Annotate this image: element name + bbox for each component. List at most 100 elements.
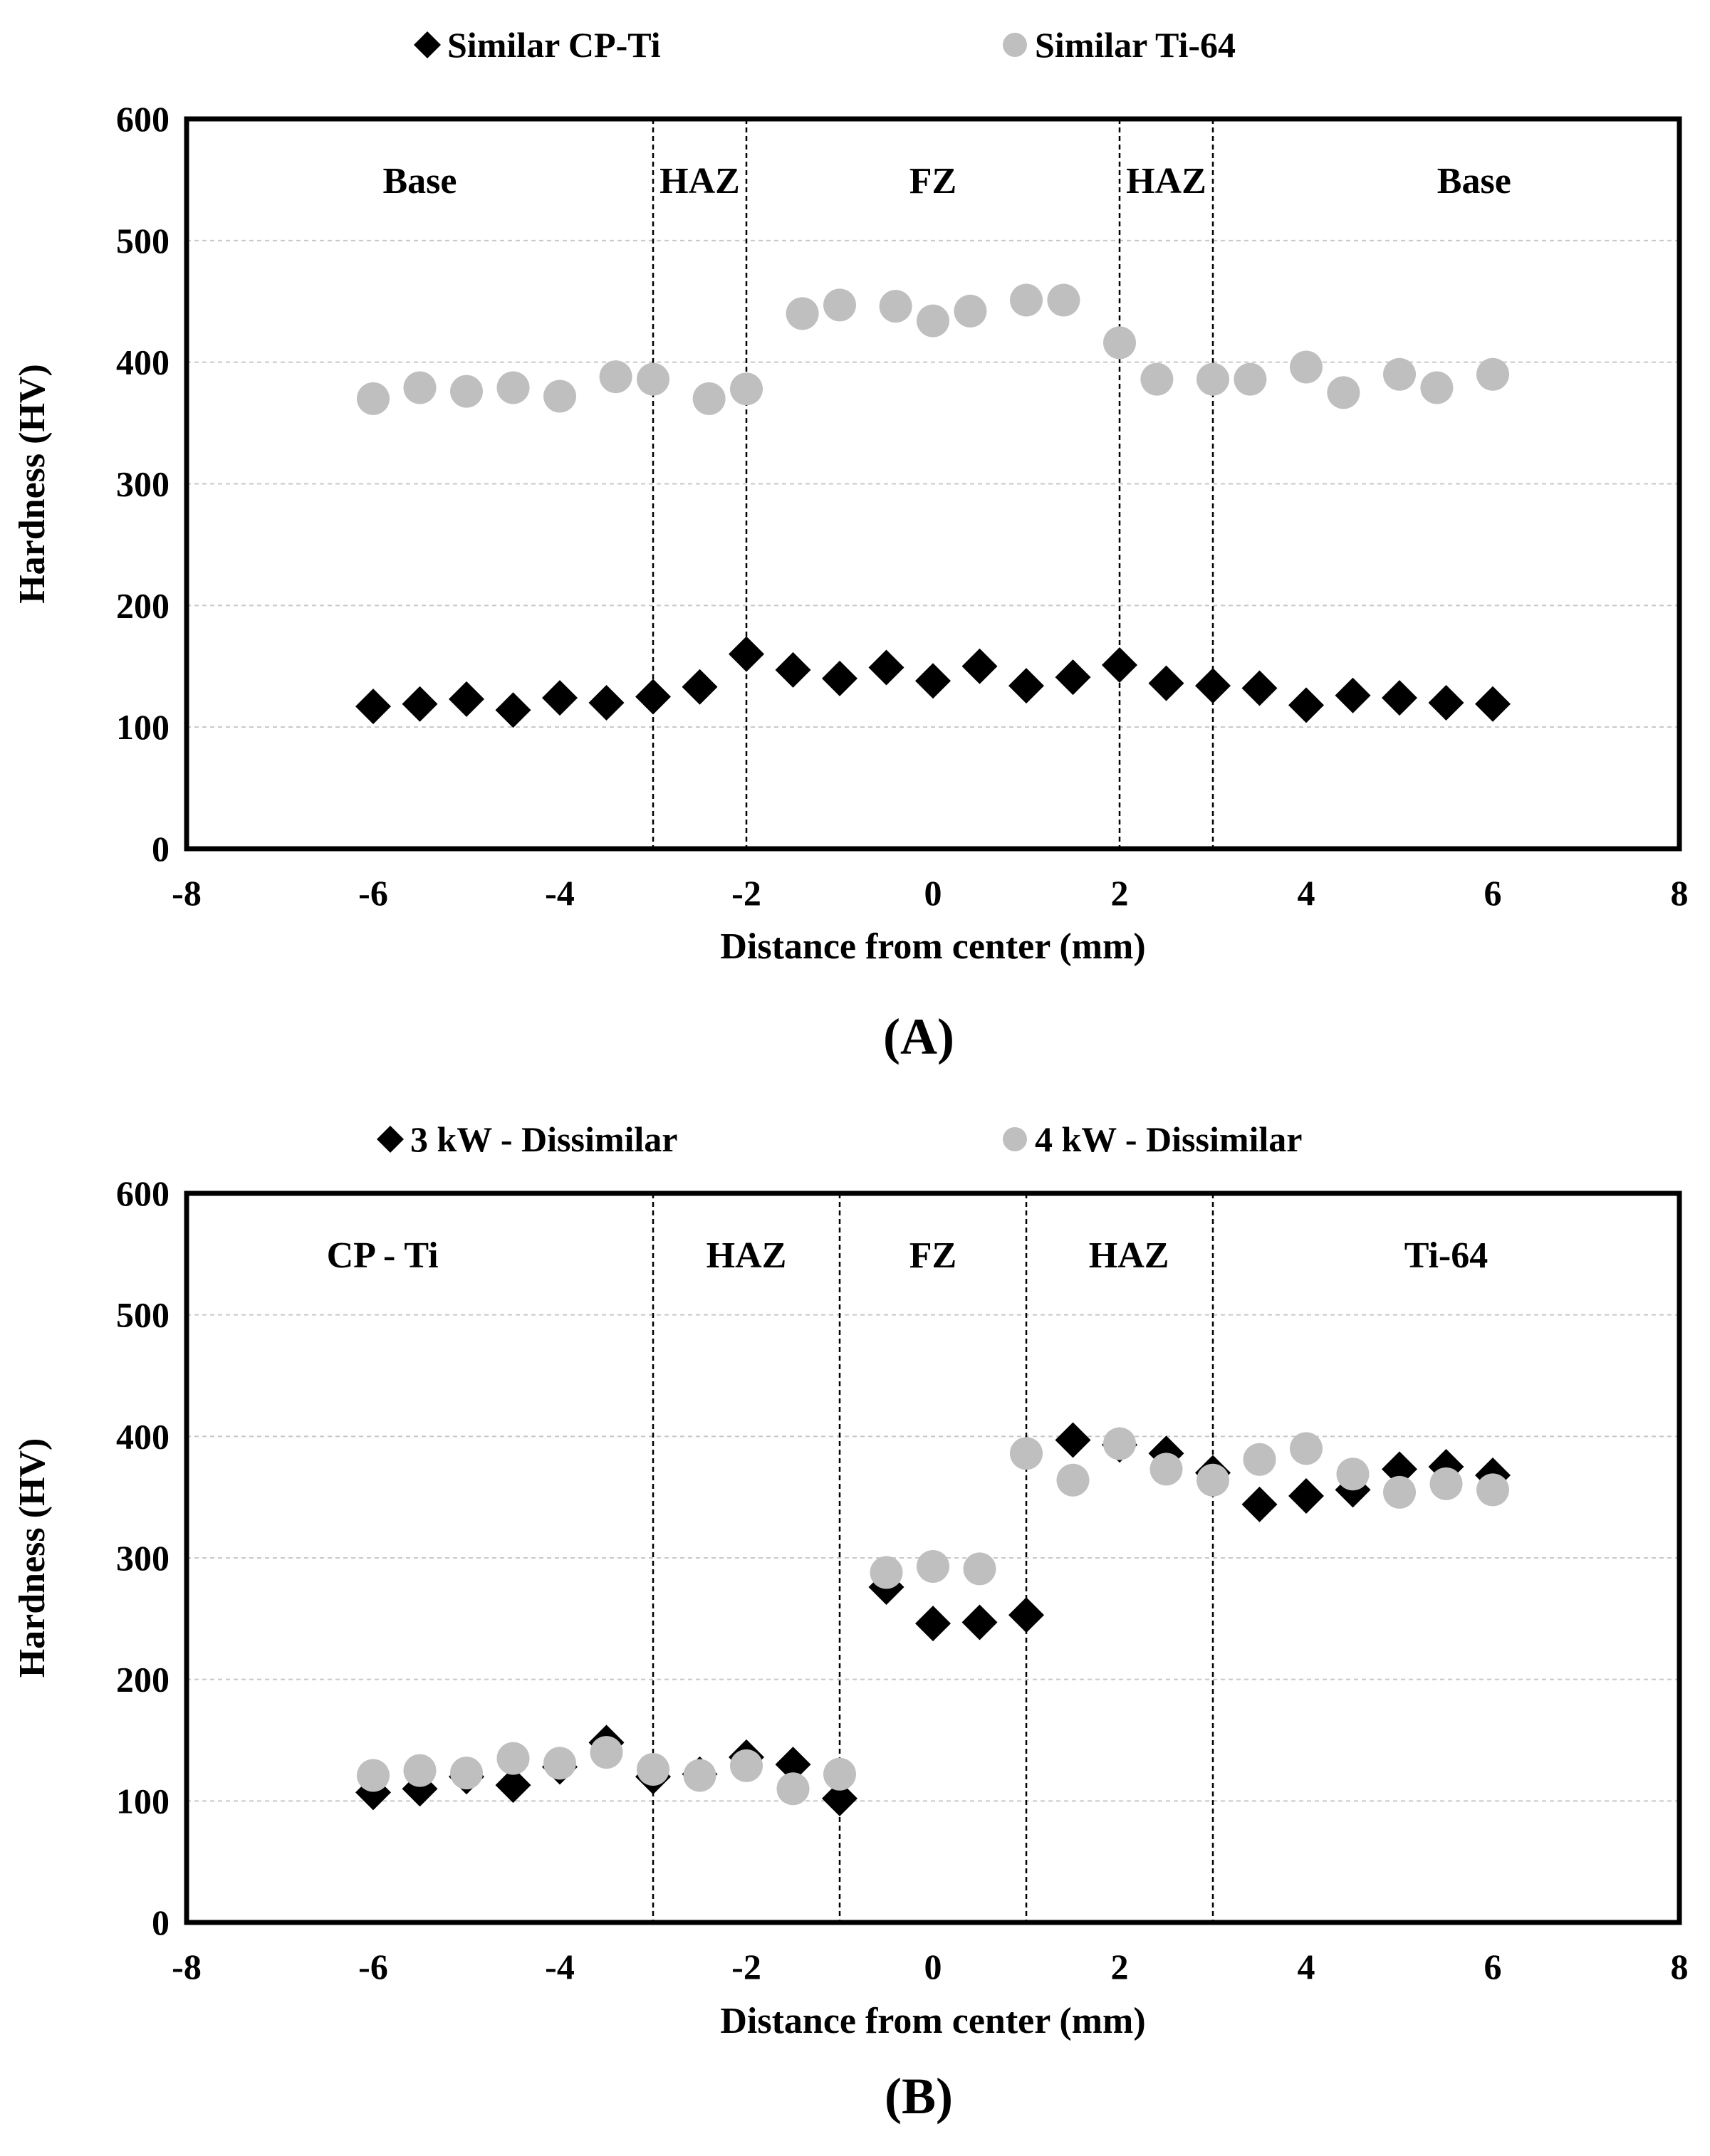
zone-label: HAZ bbox=[1126, 161, 1206, 202]
data-point-circle bbox=[357, 1759, 390, 1792]
x-tick-label: 8 bbox=[1671, 873, 1689, 913]
legend-marker-circle bbox=[1003, 1127, 1027, 1151]
data-point-circle bbox=[1420, 371, 1454, 404]
x-tick-label: -6 bbox=[358, 873, 388, 913]
data-point-diamond bbox=[1008, 1597, 1044, 1633]
x-axis-label: Distance from center (mm) bbox=[720, 2001, 1145, 2041]
data-point-diamond bbox=[588, 685, 625, 721]
data-point-diamond bbox=[402, 686, 438, 722]
y-tick-label: 600 bbox=[116, 1173, 170, 1213]
zone-label: CP - Ti bbox=[327, 1235, 439, 1276]
data-point-diamond bbox=[961, 648, 998, 684]
zone-label: Base bbox=[383, 161, 457, 202]
legend-marker-circle bbox=[1003, 33, 1027, 57]
data-point-circle bbox=[1290, 350, 1323, 384]
data-point-diamond bbox=[495, 1767, 531, 1804]
data-point-diamond bbox=[1382, 680, 1417, 716]
y-tick-label: 600 bbox=[116, 99, 170, 139]
x-tick-label: 2 bbox=[1111, 1947, 1129, 1987]
x-axis-label: Distance from center (mm) bbox=[720, 926, 1145, 967]
x-tick-label: 6 bbox=[1484, 873, 1502, 913]
data-point-circle bbox=[954, 294, 987, 328]
data-point-diamond bbox=[775, 1747, 811, 1783]
data-point-circle bbox=[1103, 326, 1136, 360]
y-tick-label: 300 bbox=[116, 1538, 170, 1578]
x-tick-label: 4 bbox=[1298, 873, 1315, 913]
panel-label: (B) bbox=[885, 2068, 953, 2125]
data-point-diamond bbox=[822, 1780, 857, 1816]
data-point-diamond bbox=[1148, 665, 1184, 701]
data-point-circle bbox=[450, 375, 483, 408]
data-point-circle bbox=[1476, 1473, 1509, 1507]
data-point-circle bbox=[1243, 1443, 1276, 1476]
data-point-diamond bbox=[542, 680, 578, 716]
data-point-diamond bbox=[1288, 687, 1324, 723]
data-point-circle bbox=[1140, 362, 1174, 396]
data-point-circle bbox=[879, 290, 912, 323]
legend-label: 3 kW - Dissimilar bbox=[410, 1119, 678, 1159]
x-tick-label: -8 bbox=[172, 1947, 202, 1987]
data-point-circle bbox=[590, 1736, 623, 1769]
data-point-circle bbox=[1010, 1437, 1043, 1470]
data-point-diamond bbox=[1288, 1477, 1324, 1514]
data-point-diamond bbox=[1102, 647, 1137, 684]
plot-frame bbox=[184, 1190, 1682, 1925]
data-point-diamond bbox=[915, 663, 951, 699]
data-point-circle bbox=[403, 371, 437, 404]
data-point-circle bbox=[730, 1749, 763, 1782]
x-tick-label: -4 bbox=[545, 1947, 575, 1987]
x-tick-label: 0 bbox=[924, 1947, 942, 1987]
data-point-circle bbox=[870, 1556, 903, 1589]
data-point-circle bbox=[1010, 283, 1043, 317]
data-point-circle bbox=[692, 382, 726, 415]
zone-label: FZ bbox=[909, 161, 956, 202]
x-tick-label: 2 bbox=[1111, 873, 1129, 913]
panel-label: (A) bbox=[883, 1008, 954, 1065]
data-point-diamond bbox=[775, 651, 811, 688]
data-point-diamond bbox=[915, 1606, 951, 1642]
y-tick-label: 100 bbox=[116, 1781, 170, 1821]
data-point-diamond bbox=[495, 692, 531, 728]
y-axis-label: Hardness (HV) bbox=[12, 1438, 53, 1678]
zone-label: Ti-64 bbox=[1404, 1235, 1489, 1276]
data-point-circle bbox=[823, 1757, 856, 1791]
data-point-circle bbox=[1429, 1467, 1463, 1500]
data-point-circle bbox=[1290, 1432, 1323, 1465]
y-tick-label: 0 bbox=[152, 1903, 170, 1942]
data-point-circle bbox=[543, 1747, 576, 1780]
plot-frame bbox=[184, 116, 1682, 852]
data-point-circle bbox=[403, 1754, 437, 1787]
data-point-diamond bbox=[729, 636, 764, 672]
data-point-circle bbox=[599, 360, 632, 394]
y-axis-label: Hardness (HV) bbox=[12, 364, 53, 604]
data-point-circle bbox=[683, 1759, 716, 1792]
data-point-diamond bbox=[1195, 668, 1231, 704]
data-point-circle bbox=[1197, 1463, 1229, 1497]
legend-marker-diamond bbox=[414, 31, 441, 58]
data-point-diamond bbox=[1335, 677, 1371, 713]
y-tick-label: 100 bbox=[116, 707, 170, 747]
data-point-circle bbox=[823, 288, 856, 322]
data-point-circle bbox=[963, 1552, 996, 1586]
data-point-diamond bbox=[1241, 670, 1278, 706]
data-point-circle bbox=[786, 297, 819, 330]
x-tick-label: -4 bbox=[545, 873, 575, 913]
legend-marker-diamond bbox=[377, 1126, 404, 1153]
data-point-diamond bbox=[1055, 1422, 1091, 1458]
chart-panel-b: CP - Ti HAZ FZ HAZ Ti-64 0 100 200 300 400 500 600 -… bbox=[12, 1119, 1689, 2125]
data-point-circle bbox=[917, 304, 949, 337]
x-tick-label: -2 bbox=[731, 1947, 761, 1987]
y-tick-label: 300 bbox=[116, 464, 170, 504]
data-point-diamond bbox=[961, 1604, 998, 1640]
data-point-diamond bbox=[868, 649, 904, 686]
y-tick-label: 400 bbox=[116, 342, 170, 382]
x-tick-label: 6 bbox=[1484, 1947, 1502, 1987]
y-tick-label: 200 bbox=[116, 1660, 170, 1700]
data-point-circle bbox=[730, 372, 763, 406]
zone-label: FZ bbox=[909, 1235, 956, 1276]
data-point-circle bbox=[1383, 357, 1416, 391]
data-point-circle bbox=[1234, 362, 1267, 396]
data-point-circle bbox=[917, 1549, 949, 1583]
x-tick-label: 8 bbox=[1671, 1947, 1689, 1987]
